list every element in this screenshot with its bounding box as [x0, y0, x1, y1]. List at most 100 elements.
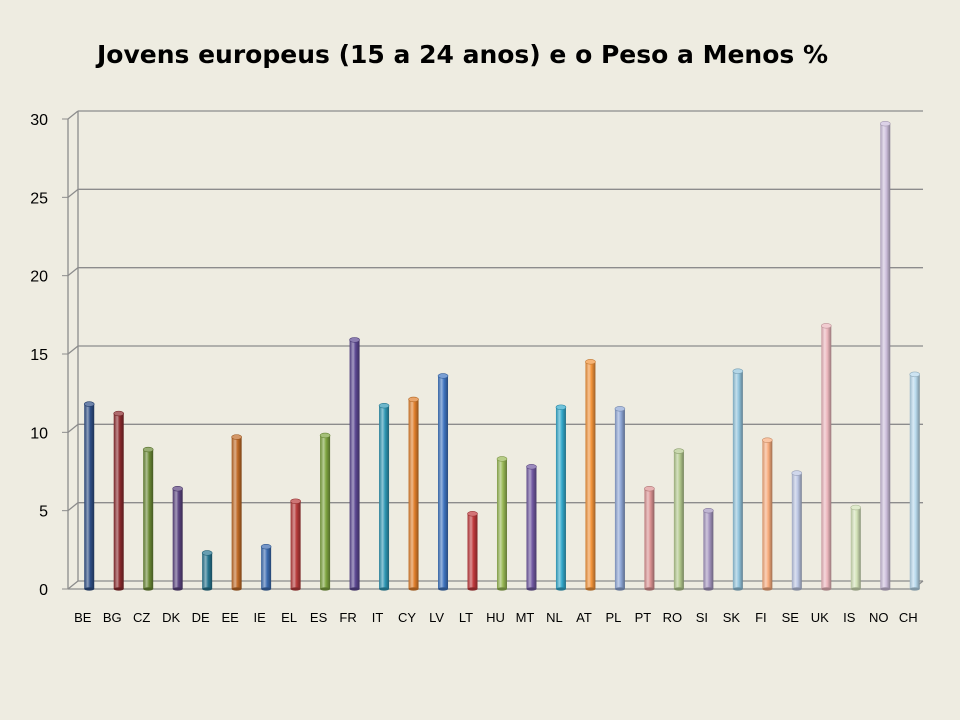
gridline-depth [67, 267, 79, 277]
x-tick-label: PT [635, 610, 652, 625]
bar-mt [526, 464, 537, 591]
bar-top [673, 448, 685, 454]
bar-top [113, 410, 125, 417]
bar-top [526, 464, 537, 470]
chart-title: Jovens europeus (15 a 24 anos) e o Peso … [96, 40, 829, 69]
bar-base [732, 587, 743, 591]
bar-top [467, 511, 478, 517]
y-tick-label: 25 [30, 190, 48, 207]
bar-nl [555, 404, 567, 591]
bar-is [850, 504, 862, 591]
bar-body [909, 374, 920, 589]
bar-body [408, 399, 419, 589]
x-tick-label: MT [516, 610, 535, 625]
bar-base [791, 587, 802, 591]
bar-el [290, 498, 301, 591]
bar-body [496, 458, 507, 589]
gridline-depth [67, 345, 79, 355]
bar-sk [732, 368, 744, 591]
bar-body [438, 375, 449, 589]
bar-top [732, 368, 744, 374]
bar-ie [260, 543, 272, 591]
bar-top [231, 434, 242, 440]
bar-cy [408, 396, 419, 591]
bar-top [585, 359, 596, 365]
bar-base [143, 587, 154, 591]
gridline-depth [67, 188, 79, 198]
bar-base [84, 587, 95, 591]
bar-fi [762, 437, 773, 591]
bar-top [290, 498, 301, 504]
x-tick-label: CH [899, 610, 918, 625]
bar-no [879, 120, 891, 591]
gridline-depth [67, 110, 79, 120]
bar-base [408, 587, 419, 591]
bar-top [437, 373, 449, 379]
bar-de [201, 550, 213, 591]
bar-top [762, 437, 773, 443]
bar-body [231, 437, 242, 589]
bar-base [526, 587, 537, 591]
y-tick-label: 30 [30, 112, 48, 129]
gridline-depth [67, 423, 79, 433]
bar-top [879, 120, 891, 127]
x-tick-label: SI [696, 610, 708, 625]
x-tick-label: EE [221, 610, 239, 625]
x-tick-label: DK [162, 610, 180, 625]
x-tick-label: FI [755, 610, 767, 625]
bar-body [526, 466, 537, 589]
x-tick-label: NL [546, 610, 563, 625]
bar-body [349, 339, 360, 589]
bar-base [113, 587, 124, 591]
bar-base [172, 587, 183, 591]
gridline-depth [67, 580, 79, 590]
bar-base [585, 587, 596, 591]
bar-base [320, 587, 331, 591]
x-tick-label: BE [74, 610, 92, 625]
x-tick-label: AT [576, 610, 592, 625]
x-tick-label: FR [339, 610, 356, 625]
bar-top [172, 486, 183, 492]
bar-base [614, 587, 625, 591]
bar-base [231, 587, 242, 591]
y-tick-label: 15 [30, 347, 48, 364]
bar-body [379, 405, 390, 589]
bar-top [614, 406, 626, 412]
x-tick-label: ES [310, 610, 328, 625]
bar-base [438, 587, 449, 591]
bar-body [290, 501, 301, 589]
x-tick-label: HU [486, 610, 505, 625]
bar-body [467, 513, 478, 589]
bar-body [732, 371, 743, 589]
bar-body [84, 404, 95, 589]
bar-body [762, 440, 773, 589]
bar-base [880, 587, 891, 591]
bar-top [142, 446, 154, 453]
bar-base [673, 587, 684, 591]
bar-body [880, 123, 891, 589]
bar-pl [614, 406, 626, 591]
bar-fr [349, 337, 360, 591]
bar-lv [437, 373, 449, 591]
bar-base [261, 587, 272, 591]
bar-top [408, 396, 419, 403]
y-tick-label: 5 [39, 504, 48, 521]
bar-be [83, 401, 95, 591]
bar-base [644, 587, 655, 591]
tick-labels: 0 5 10 15 20 25 30 BE BG CZ DK DE EE IE EL ES FR IT CY LV LT… [30, 112, 917, 625]
x-tick-label: IT [372, 610, 384, 625]
bar-si [703, 507, 714, 591]
x-tick-label: UK [811, 610, 829, 625]
bar-ro [673, 448, 685, 591]
bar-base [467, 587, 478, 591]
bar-at [585, 359, 596, 591]
x-tick-label: IE [253, 610, 266, 625]
bar-body [320, 435, 331, 589]
x-tick-label: SK [723, 610, 741, 625]
x-tick-label: IS [843, 610, 856, 625]
bar-top [201, 550, 213, 556]
bar-cz [142, 446, 154, 591]
bar-top [703, 507, 714, 514]
bar-body [261, 546, 272, 589]
